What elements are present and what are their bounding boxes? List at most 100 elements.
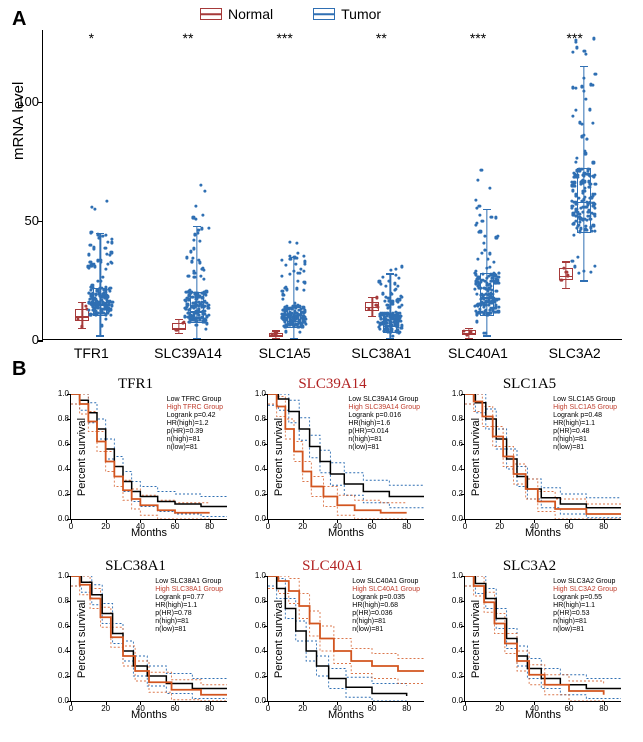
km-xtick-label: 20	[298, 704, 307, 713]
km-xtick-label: 80	[599, 704, 608, 713]
significance-marker: **	[183, 30, 194, 46]
km-xtick-mark	[337, 701, 338, 705]
km-xtick-mark	[372, 701, 373, 705]
scatter-point	[474, 199, 477, 202]
km-xtick-label: 0	[69, 522, 73, 531]
scatter-point	[589, 271, 592, 274]
scatter-point	[593, 230, 596, 233]
scatter-point	[476, 222, 479, 225]
ytick-label: 50	[11, 213, 39, 228]
km-xtick-label: 40	[136, 704, 145, 713]
km-xtick-label: 80	[205, 522, 214, 531]
scatter-point	[571, 189, 574, 192]
scatter-point	[88, 253, 91, 256]
km-xtick-label: 40	[530, 522, 539, 531]
scatter-point	[199, 183, 202, 186]
km-xtick-mark	[268, 701, 269, 705]
scatter-point	[497, 272, 500, 275]
km-plot-area: Percent survivalMonths0.00.20.40.60.81.0…	[464, 576, 621, 702]
gene-label: SLC1A5	[259, 345, 311, 361]
legend-swatch-tumor	[313, 8, 335, 20]
scatter-point	[207, 227, 210, 230]
km-plot-area: Percent survivalMonths0.00.20.40.60.81.0…	[464, 394, 621, 520]
scatter-point	[302, 254, 305, 257]
km-xtick-mark	[500, 701, 501, 705]
scatter-point	[201, 214, 204, 217]
scatter-point	[571, 115, 574, 118]
scatter-point	[93, 207, 96, 210]
scatter-point	[288, 241, 291, 244]
km-xtick-label: 0	[69, 704, 73, 713]
scatter-point	[302, 288, 305, 291]
scatter-point	[304, 310, 307, 313]
scatter-point	[496, 290, 499, 293]
scatter-point	[298, 330, 301, 333]
km-plot-cell: SLC1A5Percent survivalMonths0.00.20.40.6…	[434, 378, 625, 546]
scatter-point	[590, 197, 593, 200]
scatter-point	[594, 183, 597, 186]
km-xtick-mark	[569, 701, 570, 705]
km-xtick-mark	[210, 701, 211, 705]
scatter-point	[475, 320, 478, 323]
scatter-point	[497, 305, 500, 308]
km-xtick-label: 80	[205, 704, 214, 713]
km-xtick-label: 60	[368, 522, 377, 531]
gene-label: SLC40A1	[448, 345, 508, 361]
legend-swatch-normal	[200, 8, 222, 20]
scatter-point	[573, 234, 576, 237]
km-stats: Low SLC3A2 GroupHigh SLC3A2 GroupLogrank…	[553, 578, 617, 634]
scatter-point	[492, 260, 495, 263]
scatter-point	[594, 73, 597, 76]
scatter-point	[497, 297, 500, 300]
ytick-label: 0	[11, 332, 39, 347]
km-xtick-mark	[337, 519, 338, 523]
km-stats: Low SLC38A1 GroupHigh SLC38A1 GroupLogra…	[155, 578, 223, 634]
scatter-point	[397, 332, 400, 335]
scatter-point	[186, 256, 189, 259]
scatter-point	[401, 303, 404, 306]
scatter-point	[584, 52, 587, 55]
scatter-point	[302, 270, 305, 273]
km-xtick-mark	[303, 519, 304, 523]
scatter-point	[592, 161, 595, 164]
scatter-point	[207, 314, 210, 317]
scatter-point	[476, 257, 479, 260]
significance-marker: ***	[470, 30, 486, 46]
scatter-point	[495, 236, 498, 239]
km-xtick-mark	[71, 701, 72, 705]
km-xtick-mark	[465, 701, 466, 705]
scatter-point	[593, 207, 596, 210]
km-stats: Low SLC1A5 GroupHigh SLC1A5 GroupLogrank…	[553, 396, 617, 452]
km-stats: Low SLC40A1 GroupHigh SLC40A1 GroupLogra…	[352, 578, 420, 634]
panel-b-label: B	[12, 358, 26, 381]
scatter-point	[397, 285, 400, 288]
scatter-point	[400, 327, 403, 330]
scatter-point	[593, 37, 596, 40]
km-plot-cell: SLC40A1Percent survivalMonths0.00.20.40.…	[237, 560, 428, 728]
km-xtick-mark	[140, 519, 141, 523]
scatter-point	[204, 328, 207, 331]
km-plot-area: Percent survivalMonths0.00.20.40.60.81.0…	[267, 394, 424, 520]
scatter-point	[89, 231, 92, 234]
km-xtick-label: 20	[101, 522, 110, 531]
km-xtick-label: 40	[136, 522, 145, 531]
scatter-point	[589, 183, 592, 186]
scatter-point	[303, 282, 306, 285]
scatter-point	[395, 268, 398, 271]
scatter-point	[109, 313, 112, 316]
scatter-point	[379, 283, 382, 286]
scatter-point	[398, 298, 401, 301]
km-plot-cell: SLC3A2Percent survivalMonths0.00.20.40.6…	[434, 560, 625, 728]
scatter-point	[301, 325, 304, 328]
scatter-point	[202, 278, 205, 281]
km-xtick-label: 60	[565, 522, 574, 531]
significance-marker: **	[376, 30, 387, 46]
km-xtick-label: 60	[171, 704, 180, 713]
scatter-point	[108, 253, 111, 256]
legend-tumor: Tumor	[313, 6, 381, 22]
scatter-point	[89, 243, 92, 246]
km-plot-cell: SLC38A1Percent survivalMonths0.00.20.40.…	[40, 560, 231, 728]
panel-a-label: A	[12, 8, 26, 31]
scatter-point	[594, 264, 597, 267]
km-stats: Low TFRC GroupHigh TFRC GroupLogrank p=0…	[167, 396, 223, 452]
